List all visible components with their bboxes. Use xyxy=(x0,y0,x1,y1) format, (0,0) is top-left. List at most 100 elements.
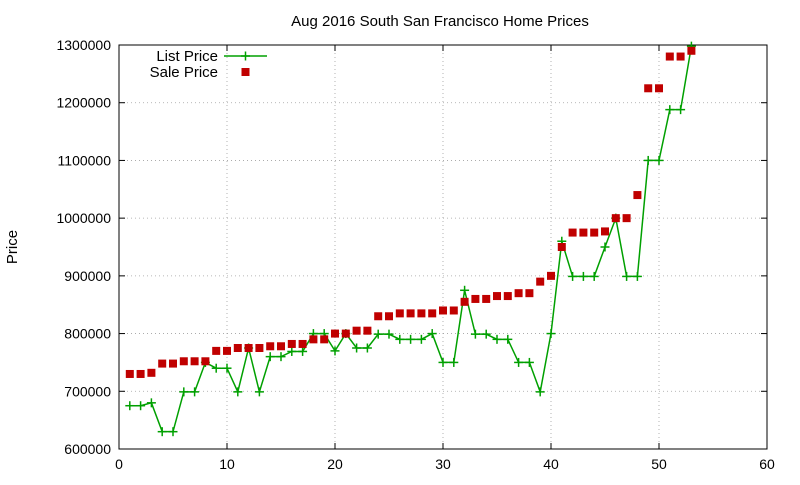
list-price-point xyxy=(503,334,513,344)
y-tick-label: 1200000 xyxy=(56,95,111,111)
sale-price-point xyxy=(449,306,458,315)
list-price-point xyxy=(190,387,200,397)
sale-price-point xyxy=(406,309,415,318)
list-price-point xyxy=(157,427,167,437)
sale-price-point xyxy=(601,227,609,236)
list-price-point xyxy=(352,343,362,353)
x-tick-label: 40 xyxy=(543,456,559,472)
sale-price-point xyxy=(395,309,404,318)
sale-price-point xyxy=(644,84,653,93)
sale-price-point xyxy=(169,359,177,368)
list-price-point xyxy=(589,271,599,281)
sale-price-point xyxy=(460,297,469,306)
list-price-point xyxy=(632,271,642,281)
y-axis-title: Price xyxy=(4,230,21,264)
sale-price-point xyxy=(655,84,663,93)
list-price-point xyxy=(330,346,340,356)
list-price-point xyxy=(406,334,416,344)
series-sale-price xyxy=(125,46,696,378)
list-price-point xyxy=(265,352,275,362)
sale-price-point xyxy=(179,357,188,366)
sale-price-point xyxy=(611,214,620,223)
list-price-point xyxy=(233,387,243,397)
y-tick-label: 600000 xyxy=(64,441,111,457)
legend-label: Sale Price xyxy=(150,64,218,81)
sale-price-point xyxy=(676,52,685,61)
series-layer xyxy=(125,41,696,437)
grid xyxy=(119,45,767,449)
list-price-point xyxy=(568,271,578,281)
list-price-point xyxy=(362,343,372,353)
list-price-point xyxy=(600,242,610,252)
sale-price-point xyxy=(147,368,156,377)
sale-price-point xyxy=(277,342,285,351)
list-price-point xyxy=(373,329,383,339)
legend-label: List Price xyxy=(156,48,218,65)
ticks: 0 10 20 30 40 50 60 600000 700000 800000 900000 100… xyxy=(56,37,775,472)
list-price-point xyxy=(524,357,534,367)
list-price-point xyxy=(222,363,232,373)
sale-price-point xyxy=(428,309,437,318)
list-price-point xyxy=(546,329,556,339)
sale-price-point xyxy=(665,52,674,61)
y-tick-label: 1000000 xyxy=(56,210,111,226)
y-tick-label: 700000 xyxy=(64,383,111,399)
list-price-point xyxy=(470,329,480,339)
sale-price-point xyxy=(547,271,555,280)
x-tick-label: 50 xyxy=(651,456,667,472)
sale-price-point xyxy=(341,329,350,338)
list-price-point xyxy=(438,357,448,367)
sale-price-point xyxy=(309,335,318,344)
sale-price-point xyxy=(190,357,199,366)
list-price-point xyxy=(298,346,308,356)
sale-price-point xyxy=(352,326,361,335)
sale-price-point xyxy=(633,191,642,200)
list-price-point xyxy=(460,285,470,295)
list-price-point xyxy=(654,155,664,165)
list-price-point xyxy=(395,334,405,344)
x-tick-label: 30 xyxy=(435,456,451,472)
list-price-point xyxy=(665,105,675,115)
sale-price-point xyxy=(255,344,264,352)
sale-price-point xyxy=(493,292,501,301)
list-price-point xyxy=(416,334,426,344)
sale-price-point xyxy=(374,312,383,321)
sale-price-point xyxy=(158,359,167,368)
list-price-point xyxy=(168,427,178,437)
sale-price-point xyxy=(233,344,242,352)
list-price-point xyxy=(384,329,394,339)
sale-price-point xyxy=(687,46,696,55)
list-price-point xyxy=(254,387,264,397)
list-price-point xyxy=(287,346,297,356)
y-tick-label: 1100000 xyxy=(58,152,112,168)
sale-price-point xyxy=(590,228,599,237)
list-price-line xyxy=(129,46,693,433)
sale-price-point xyxy=(201,357,210,366)
sale-price-point xyxy=(331,329,339,338)
list-price-point xyxy=(578,271,588,281)
sale-price-point xyxy=(482,294,491,303)
list-price-point xyxy=(676,105,686,115)
list-price-point xyxy=(136,401,146,411)
sale-price-point xyxy=(579,228,588,237)
sale-price-point xyxy=(223,346,231,355)
list-price-point xyxy=(492,334,502,344)
list-price-point xyxy=(179,387,189,397)
x-tick-label: 0 xyxy=(115,456,123,472)
chart-title: Aug 2016 South San Francisco Home Prices xyxy=(291,13,589,30)
sale-price-point xyxy=(514,289,523,298)
series-list-price xyxy=(125,41,696,437)
x-tick-label: 60 xyxy=(759,456,775,472)
sale-price-point xyxy=(212,346,221,355)
legend-marker-square xyxy=(241,68,250,76)
list-price-point xyxy=(211,363,221,373)
y-tick-label: 1300000 xyxy=(56,37,111,53)
sale-price-point xyxy=(417,309,426,318)
sale-price-point xyxy=(471,294,480,303)
list-price-point xyxy=(643,155,653,165)
sale-price-point xyxy=(244,344,253,352)
sale-price-point xyxy=(136,369,145,378)
list-price-point xyxy=(449,357,459,367)
